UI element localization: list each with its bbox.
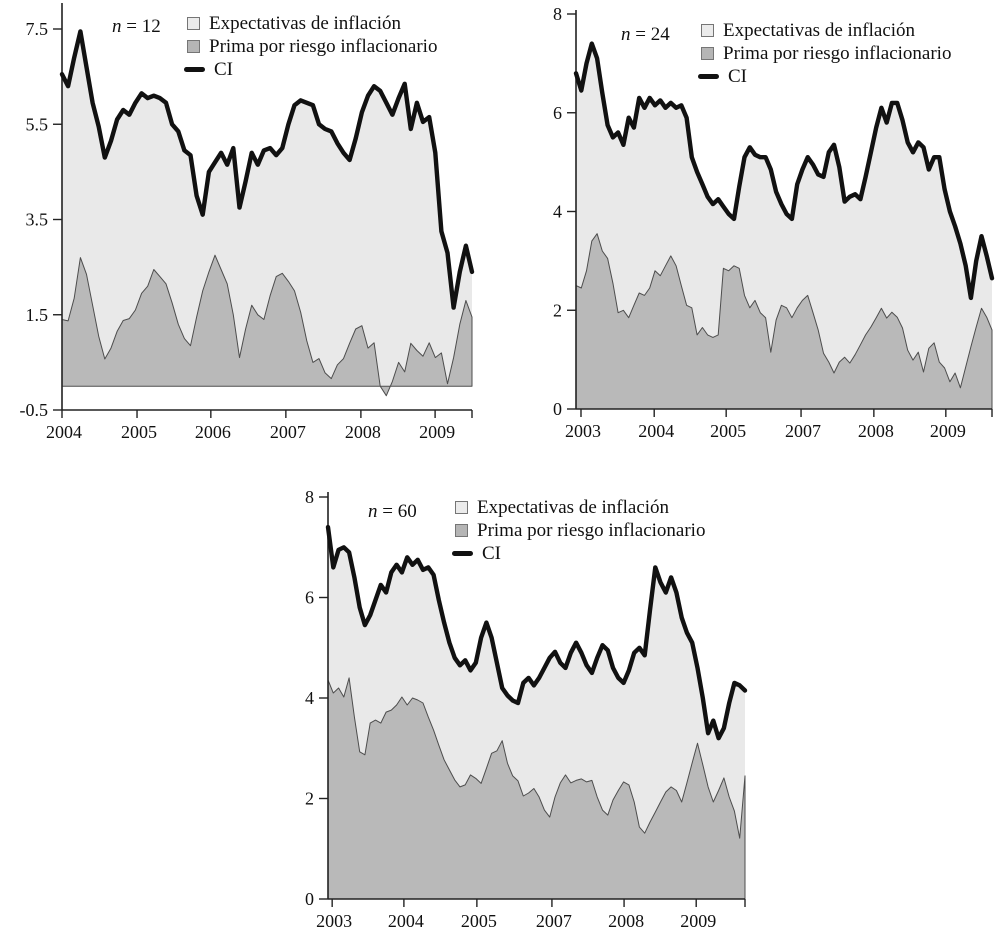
- legend-item-expectativas: Expectativas de inflación: [455, 496, 705, 519]
- ci-line: [325, 524, 748, 741]
- y-tick-label: 0: [305, 889, 314, 909]
- legend-label: Prima por riesgo inflacionario: [209, 36, 438, 57]
- dark-square-icon: [701, 47, 714, 60]
- legend-item-ci: CI: [452, 542, 705, 565]
- thick-line-icon: [452, 551, 473, 556]
- x-tick-label: 2008: [858, 421, 894, 441]
- thick-line-icon: [698, 74, 719, 79]
- legend-label: CI: [482, 543, 501, 564]
- y-tick-label: 4: [305, 688, 314, 708]
- panel-label-n60: n = 60: [368, 501, 417, 523]
- x-tick-label: 2003: [565, 421, 601, 441]
- n-value: = 60: [377, 501, 417, 522]
- legend-n12: Expectativas de inflación Prima por ries…: [184, 12, 437, 81]
- n-value: = 12: [121, 16, 161, 37]
- y-tick-label: 8: [305, 487, 314, 507]
- y-tick-label: 2: [553, 300, 562, 320]
- x-tick-label: 2009: [419, 422, 455, 442]
- x-tick-label: 2007: [785, 421, 821, 441]
- legend-label: Prima por riesgo inflacionario: [723, 43, 952, 64]
- legend-item-ci: CI: [184, 58, 437, 81]
- n-value: = 24: [630, 24, 670, 45]
- x-tick-label: 2006: [195, 422, 231, 442]
- legend-item-prima: Prima por riesgo inflacionario: [701, 42, 951, 65]
- prima-area: [575, 233, 993, 410]
- x-tick-label: 2007: [270, 422, 306, 442]
- x-tick-label: 2004: [46, 422, 82, 442]
- y-tick-label: 0: [553, 399, 562, 419]
- x-tick-label: 2009: [930, 421, 966, 441]
- x-tick-label: 2004: [388, 911, 424, 931]
- legend-item-expectativas: Expectativas de inflación: [701, 19, 951, 42]
- dark-square-icon: [187, 40, 200, 53]
- y-tick-label: -0.5: [20, 400, 49, 420]
- n-variable: n: [368, 501, 378, 522]
- chart-n60: 0 2 4 6 8 2003 2004 2005 2007 2008 2009: [305, 487, 748, 931]
- legend-label: CI: [214, 59, 233, 80]
- prima-area: [327, 677, 746, 900]
- y-tick-label: 6: [553, 103, 562, 123]
- x-tick-label: 2003: [316, 911, 352, 931]
- legend-label: Expectativas de inflación: [477, 497, 670, 518]
- x-tick-label: 2009: [680, 911, 716, 931]
- y-tick-label: 7.5: [26, 19, 49, 39]
- x-tick-label: 2004: [638, 421, 674, 441]
- legend-item-prima: Prima por riesgo inflacionario: [455, 519, 705, 542]
- y-tick-label: 4: [553, 202, 562, 222]
- y-tick-label: 8: [553, 4, 562, 24]
- chart-n24: 0 2 4 6 8 2003 2004 2005 2007 2008 2009: [553, 4, 995, 441]
- legend-item-expectativas: Expectativas de inflación: [187, 12, 437, 35]
- legend-n60: Expectativas de inflación Prima por ries…: [452, 496, 705, 565]
- x-tick-label: 2005: [461, 911, 497, 931]
- y-tick-label: 5.5: [26, 114, 49, 134]
- legend-n24: Expectativas de inflación Prima por ries…: [698, 19, 951, 88]
- x-tick-label: 2007: [536, 911, 572, 931]
- x-tick-label: 2008: [345, 422, 381, 442]
- thick-line-icon: [184, 67, 205, 72]
- y-tick-label: 2: [305, 789, 314, 809]
- x-tick-label: 2008: [608, 911, 644, 931]
- chart-n12: -0.5 1.5 3.5 5.5 7.5 2004 2005 2006 2007 2008 2009: [20, 3, 475, 442]
- legend-label: CI: [728, 66, 747, 87]
- legend-label: Prima por riesgo inflacionario: [477, 520, 706, 541]
- legend-label: Expectativas de inflación: [209, 13, 402, 34]
- dark-square-icon: [455, 524, 468, 537]
- ci-line: [59, 29, 475, 310]
- light-square-icon: [187, 17, 200, 30]
- x-tick-label: 2005: [121, 422, 157, 442]
- n-variable: n: [621, 24, 631, 45]
- light-square-icon: [701, 24, 714, 37]
- prima-area: [61, 254, 473, 397]
- y-tick-label: 3.5: [26, 210, 49, 230]
- x-tick-label: 2005: [710, 421, 746, 441]
- legend-item-ci: CI: [698, 65, 951, 88]
- legend-label: Expectativas de inflación: [723, 20, 916, 41]
- expectativas-area: [62, 31, 472, 396]
- y-tick-label: 1.5: [26, 305, 49, 325]
- y-tick-label: 6: [305, 588, 314, 608]
- n-variable: n: [112, 16, 122, 37]
- light-square-icon: [455, 501, 468, 514]
- ci-line: [573, 41, 995, 301]
- panel-label-n12: n = 12: [112, 16, 161, 38]
- legend-item-prima: Prima por riesgo inflacionario: [187, 35, 437, 58]
- expectativas-area: [576, 43, 992, 388]
- panel-label-n24: n = 24: [621, 24, 670, 46]
